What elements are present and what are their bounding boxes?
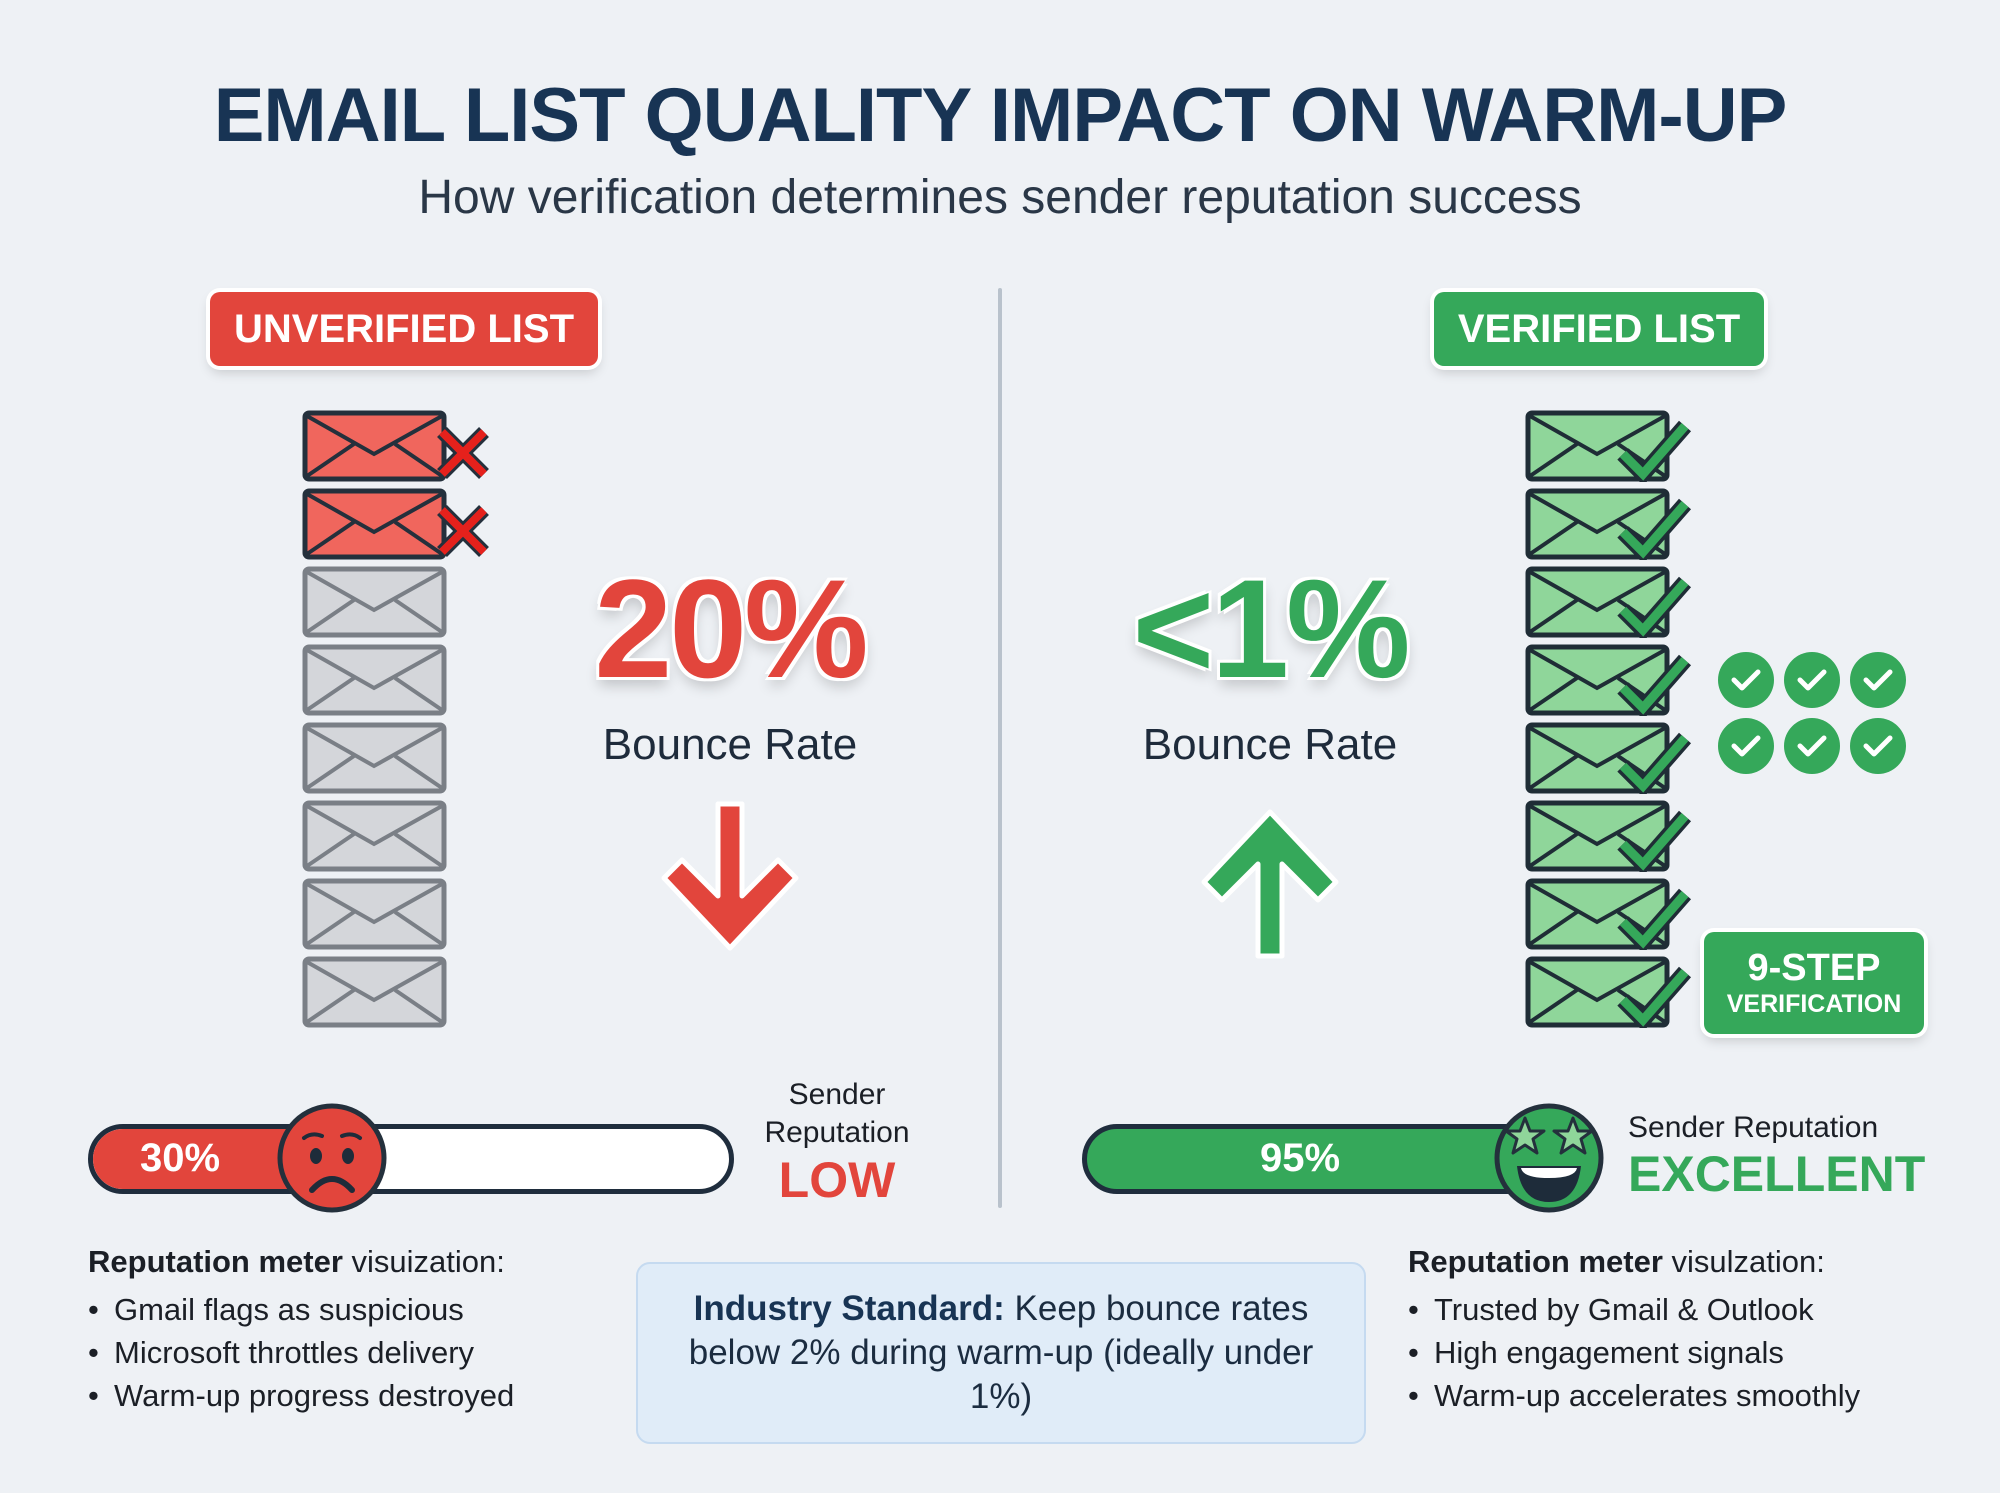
verified-envelope-icon <box>1525 566 1692 638</box>
verified-envelope-stack <box>1525 410 1692 1028</box>
unverified-notes: Reputation meter visuization: Gmail flag… <box>88 1242 514 1417</box>
reputation-value: LOW <box>778 1152 896 1208</box>
verified-envelope-icon <box>1525 488 1692 560</box>
check-circle-icon <box>1718 652 1774 708</box>
reputation-status-excellent: Sender Reputation EXCELLENT <box>1628 1110 1925 1202</box>
verified-envelope-icon <box>1525 722 1692 794</box>
verified-envelope-icon <box>1525 644 1692 716</box>
reputation-status-low: Sender Reputation LOW <box>752 1076 922 1208</box>
verified-bounce-rate-value: <1% <box>1132 550 1410 707</box>
industry-standard-box: Industry Standard: Keep bounce rates bel… <box>636 1262 1366 1444</box>
verified-list-badge: VERIFIED LIST <box>1434 292 1764 366</box>
verified-envelope-icon <box>1525 956 1692 1028</box>
unverified-envelope-stack <box>302 410 489 1028</box>
x-icon <box>437 505 489 557</box>
meter-percent-excellent: 95% <box>1260 1136 1341 1180</box>
unverified-list-badge: UNVERIFIED LIST <box>210 292 598 366</box>
notes-heading-bold: Reputation meter <box>88 1244 343 1279</box>
check-circle-icon <box>1784 718 1840 774</box>
neutral-envelope-icon <box>302 566 447 638</box>
sad-face-icon <box>276 1102 388 1214</box>
nine-step-verification-badge: 9-STEP VERIFICATION <box>1704 932 1924 1034</box>
arrow-up-icon <box>1200 800 1340 965</box>
list-item: Warm-up progress destroyed <box>88 1374 514 1417</box>
check-circle-icon <box>1784 652 1840 708</box>
notes-heading: visulzation: <box>1662 1244 1825 1279</box>
bounced-envelope-icon <box>302 488 489 560</box>
reputation-label: Sender Reputation <box>1628 1111 1879 1144</box>
neutral-envelope-icon <box>302 722 447 794</box>
notes-heading-bold: Reputation meter <box>1408 1244 1663 1279</box>
standard-label: Industry Standard: <box>693 1289 1005 1328</box>
list-item: Warm-up accelerates smoothly <box>1408 1374 1860 1417</box>
star-eyes-face-icon <box>1493 1102 1605 1214</box>
neutral-envelope-icon <box>302 800 447 872</box>
verified-envelope-icon <box>1525 410 1692 482</box>
neutral-envelope-icon <box>302 644 447 716</box>
step-badge-line1: 9-STEP <box>1747 947 1881 989</box>
list-item: Gmail flags as suspicious <box>88 1288 514 1331</box>
x-icon <box>437 427 489 479</box>
standard-text: Keep bounce rates below 2% during warm-u… <box>688 1289 1314 1416</box>
step-badge-line2: VERIFICATION <box>1726 990 1902 1018</box>
unverified-bounce-rate-label: Bounce Rate <box>602 720 858 769</box>
meter-percent-low: 30% <box>140 1136 221 1180</box>
list-item: High engagement signals <box>1408 1331 1860 1374</box>
check-circle-icon <box>1718 718 1774 774</box>
list-item: Trusted by Gmail & Outlook <box>1408 1288 1860 1331</box>
verified-envelope-icon <box>1525 800 1692 872</box>
verified-notes: Reputation meter visulzation: Trusted by… <box>1408 1242 1860 1417</box>
verified-bounce-rate-label: Bounce Rate <box>1142 720 1398 769</box>
center-divider <box>998 288 1002 1208</box>
reputation-value: EXCELLENT <box>1628 1146 1926 1202</box>
bounced-envelope-icon <box>302 410 489 482</box>
page-title: EMAIL LIST QUALITY IMPACT ON WARM-UP <box>213 73 1788 158</box>
arrow-down-icon <box>660 800 800 965</box>
check-circle-icon <box>1850 652 1906 708</box>
check-circle-grid <box>1718 652 1906 774</box>
unverified-bounce-rate-value: 20% <box>594 550 868 707</box>
neutral-envelope-icon <box>302 878 447 950</box>
reputation-label: Sender Reputation <box>764 1078 910 1149</box>
check-circle-icon <box>1850 718 1906 774</box>
notes-heading: visuization: <box>342 1244 505 1279</box>
verified-envelope-icon <box>1525 878 1692 950</box>
neutral-envelope-icon <box>302 956 447 1028</box>
page-subtitle: How verification determines sender reput… <box>418 171 1582 224</box>
list-item: Microsoft throttles delivery <box>88 1331 514 1374</box>
